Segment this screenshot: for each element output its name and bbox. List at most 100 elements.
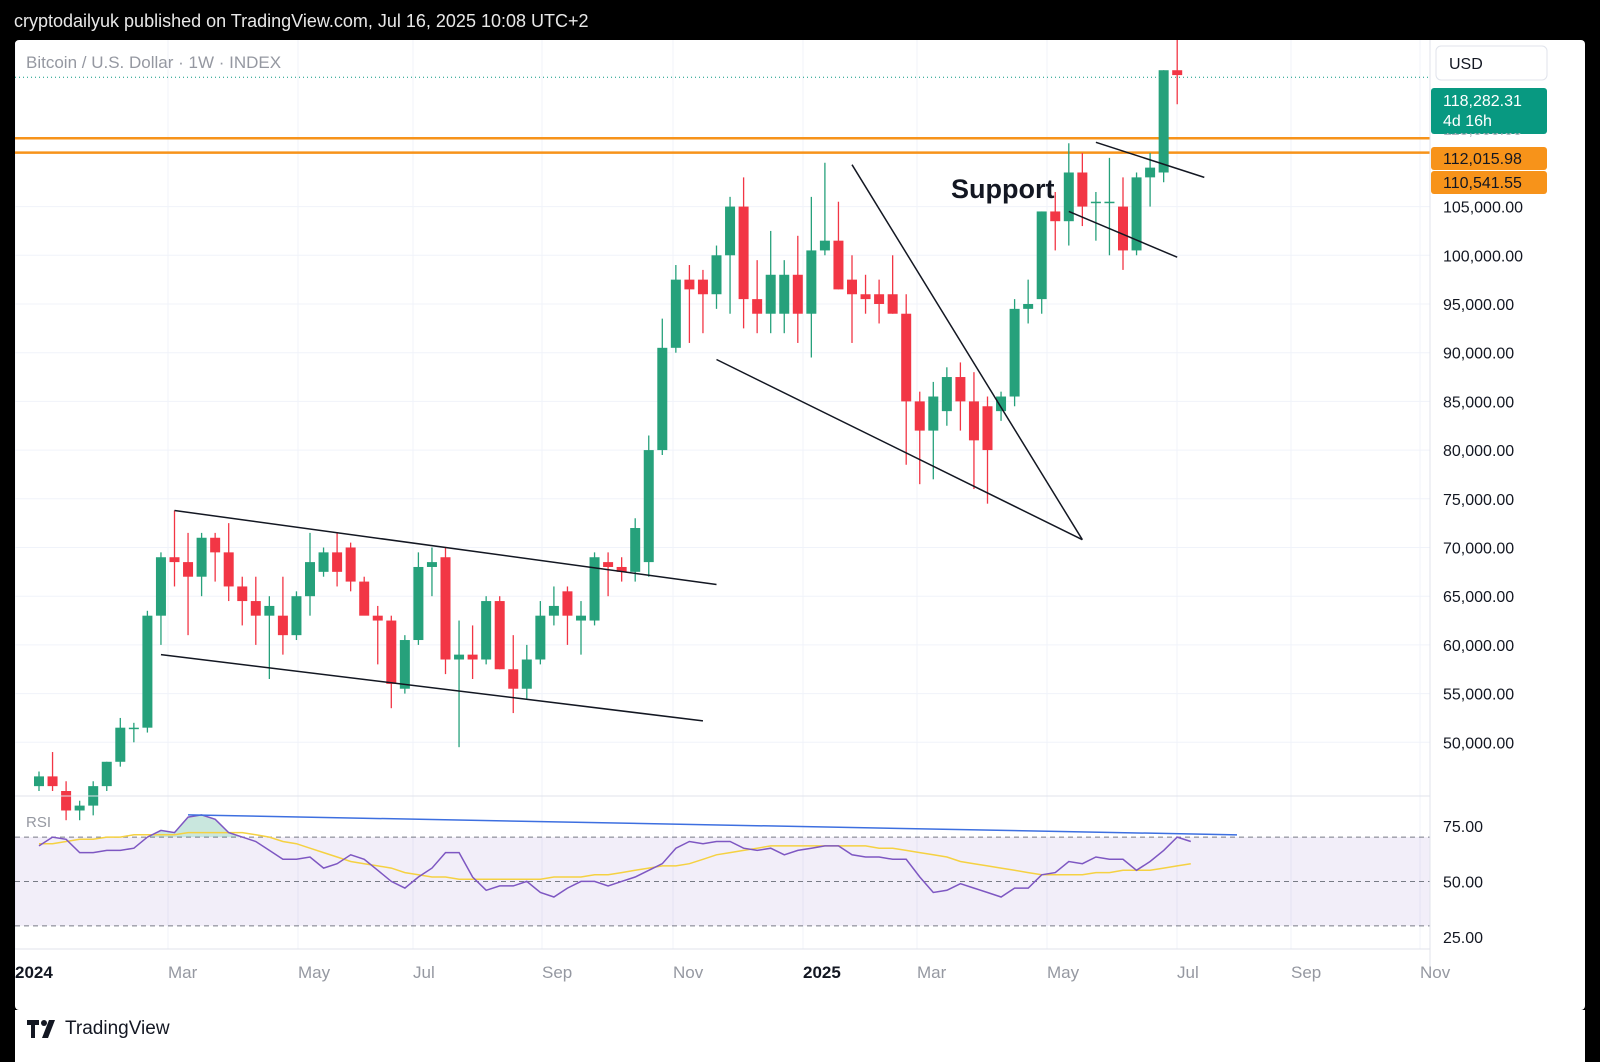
grid <box>15 40 1430 949</box>
tradingview-logo[interactable]: TradingView <box>27 1018 170 1040</box>
price-axis: 105,000.00 100,000.00 95,000.00 90,000.00 85… <box>1443 200 1523 753</box>
rsi-label: RSI <box>26 814 51 831</box>
brand-name: TradingView <box>65 1018 170 1039</box>
time-tick: Jul <box>413 963 435 982</box>
candle <box>792 235 803 343</box>
candle <box>982 396 993 504</box>
wedge-upper-trendline <box>851 164 1083 541</box>
svg-text:110,541.55: 110,541.55 <box>1443 175 1522 192</box>
candle <box>968 372 979 490</box>
time-tick: 2025 <box>803 963 841 982</box>
candle <box>765 230 776 334</box>
currency-button[interactable]: USD <box>1435 45 1548 81</box>
candle <box>779 260 790 334</box>
price-tick: 65,000.00 <box>1443 589 1514 606</box>
time-tick: May <box>1047 963 1080 982</box>
candle <box>1036 211 1047 314</box>
candle <box>115 717 126 767</box>
price-tick: 80,000.00 <box>1443 443 1514 460</box>
candle <box>548 586 559 626</box>
price-chart[interactable]: 105,000.00 100,000.00 95,000.00 90,000.00 85… <box>15 40 1585 1010</box>
candle <box>413 552 424 645</box>
candle <box>1172 40 1183 105</box>
candle <box>725 196 736 314</box>
rsi-trendline <box>188 814 1238 836</box>
candle <box>887 255 898 314</box>
candle <box>183 532 194 636</box>
svg-text:118,282.31: 118,282.31 <box>1443 93 1522 110</box>
channel-upper-trendline <box>174 509 717 586</box>
candle <box>833 201 844 290</box>
candle <box>955 362 966 431</box>
candle <box>616 557 627 582</box>
candles <box>34 40 1183 821</box>
candle <box>291 591 302 641</box>
candle <box>155 552 166 645</box>
price-tick: 55,000.00 <box>1443 687 1514 704</box>
candle <box>535 601 546 665</box>
candle <box>426 547 437 597</box>
price-tick: 95,000.00 <box>1443 297 1514 314</box>
candle <box>874 279 885 324</box>
rsi-axis: 75.00 50.00 25.00 <box>1443 819 1483 947</box>
candle <box>318 547 329 577</box>
candle <box>264 596 275 679</box>
candle <box>901 294 912 465</box>
candle <box>1118 177 1128 270</box>
time-tick: Jul <box>1177 963 1199 982</box>
candle <box>711 245 722 309</box>
flag-lower-trendline <box>1068 210 1178 258</box>
wedge-lower-trendline <box>716 358 1083 541</box>
candle <box>128 722 139 743</box>
candle <box>684 265 695 343</box>
candle <box>1023 279 1034 324</box>
candle <box>47 752 58 791</box>
candle <box>101 761 112 791</box>
candle <box>88 781 99 816</box>
candle <box>277 576 288 655</box>
candle <box>142 610 153 733</box>
support-annotation: Support <box>951 174 1054 204</box>
time-tick: Sep <box>542 963 572 982</box>
candle <box>670 265 681 353</box>
trendlines <box>160 141 1205 722</box>
candle <box>196 532 207 597</box>
candle <box>61 781 72 821</box>
tradingview-icon <box>27 1020 55 1038</box>
candle <box>643 435 654 577</box>
candle <box>738 177 749 329</box>
candle <box>372 605 383 665</box>
price-tick: 100,000.00 <box>1443 248 1523 265</box>
candle <box>1090 191 1101 241</box>
time-tick: Nov <box>673 963 704 982</box>
candle <box>454 620 465 748</box>
candle <box>210 532 221 582</box>
time-tick: May <box>298 963 331 982</box>
chart-panel[interactable]: 105,000.00 100,000.00 95,000.00 90,000.00 85… <box>15 40 1585 1010</box>
last-price-label: 118,282.31 4d 16h <box>1431 88 1547 134</box>
channel-lower-trendline <box>160 653 704 722</box>
time-tick: 2024 <box>15 963 53 982</box>
rsi-pane <box>15 814 1430 927</box>
candle <box>562 586 573 645</box>
time-tick: Nov <box>1420 963 1451 982</box>
candle <box>440 547 451 675</box>
price-tick: 75,000.00 <box>1443 492 1514 509</box>
candle <box>697 269 708 334</box>
price-tick: 70,000.00 <box>1443 540 1514 557</box>
level-label-low: 110,541.55 <box>1431 171 1547 194</box>
candle <box>521 644 532 699</box>
price-tick: 90,000.00 <box>1443 346 1514 363</box>
candle <box>359 576 370 616</box>
price-tick: 85,000.00 <box>1443 394 1514 411</box>
candle <box>806 196 817 358</box>
symbol-title: Bitcoin / U.S. Dollar · 1W · INDEX <box>26 53 281 72</box>
candle <box>630 518 641 582</box>
candle <box>941 367 952 426</box>
hidden-price-label: 115,000.00 <box>1443 122 1522 139</box>
candle <box>1145 153 1156 207</box>
candle <box>1131 172 1142 256</box>
candle <box>847 255 857 343</box>
countdown-label: 4d 16h <box>1443 113 1492 130</box>
candle <box>589 552 600 626</box>
